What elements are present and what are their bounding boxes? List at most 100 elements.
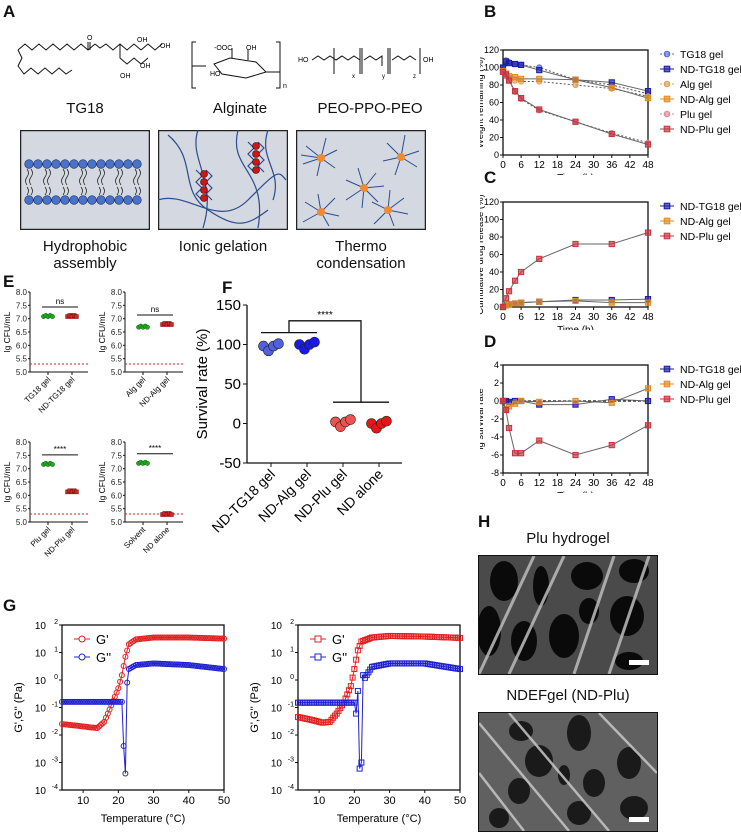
data-point bbox=[518, 268, 525, 276]
y-tick-label: -50 bbox=[219, 455, 241, 472]
x-tick-label: 6 bbox=[518, 478, 524, 489]
caption-line: Ionic gelation bbox=[178, 238, 268, 255]
sem-title-plu: Plu hydrogel bbox=[526, 530, 610, 547]
legend-label: G' bbox=[332, 632, 345, 647]
x-tick-label: 30 bbox=[588, 478, 600, 489]
data-point bbox=[644, 422, 652, 429]
y-tick-label: 10 bbox=[271, 676, 283, 687]
data-point bbox=[644, 229, 652, 236]
y-tick-label: 60 bbox=[489, 98, 499, 108]
y-tick-label: 5.0 bbox=[111, 368, 123, 377]
legend-label: TG18 gel bbox=[680, 49, 723, 61]
structure-label-alginate: Alginate bbox=[212, 100, 268, 117]
x-axis-label: Time (h) bbox=[557, 173, 594, 175]
x-tick-label: 30 bbox=[588, 160, 600, 171]
legend-label: ND-Plu gel bbox=[680, 231, 731, 243]
legend-label: ND-Alg gel bbox=[680, 216, 731, 228]
legend-label: ND-TG18 gel bbox=[680, 64, 741, 76]
y-tick-label: 0 bbox=[494, 150, 499, 160]
y-tick-exponent: -1 bbox=[288, 702, 294, 709]
x-tick-label: 42 bbox=[624, 478, 636, 489]
legend-label: ND-Alg gel bbox=[680, 379, 731, 391]
x-tick-label: 20 bbox=[348, 795, 360, 807]
y-tick-label: 0 bbox=[494, 396, 499, 406]
legend-marker bbox=[663, 95, 671, 103]
data-point bbox=[499, 397, 507, 405]
chem-y-label: y bbox=[382, 74, 385, 80]
data-point bbox=[49, 461, 55, 467]
x-tick-label: 18 bbox=[552, 478, 564, 489]
series-nd-plu-gel bbox=[499, 68, 652, 148]
x-tick-label: 40 bbox=[419, 795, 431, 807]
series-alg-gel bbox=[499, 68, 652, 100]
series-nd-plu-gel bbox=[499, 229, 652, 311]
chart-weight-remaining: 0 6 12 18 24 30 36 42 48 0 20 40 60 80 100 120 Time (h) W… bbox=[480, 45, 741, 175]
chart-rheology-plu: 10 20 30 40 50 10 -4 10 -3 10 -2 10 -1 10 0 10 1 10 2 Tempe… bbox=[13, 619, 230, 825]
chem-ho-label: HO bbox=[210, 71, 221, 78]
x-tick-label: 24 bbox=[570, 312, 582, 323]
data-point bbox=[273, 338, 284, 350]
y-tick-label: 7.5 bbox=[111, 301, 123, 310]
legend-label: ND-Plu gel bbox=[680, 124, 731, 136]
y-tick-label: 10 bbox=[271, 621, 283, 632]
data-point bbox=[511, 74, 519, 81]
y-tick-label: 10 bbox=[35, 731, 47, 742]
legend-label: G'' bbox=[96, 650, 111, 665]
y-axis-label: lg survival rate bbox=[480, 388, 486, 449]
y-tick-label: 5.5 bbox=[111, 355, 123, 364]
series-g-double-prime bbox=[295, 660, 463, 772]
data-point bbox=[511, 400, 519, 407]
data-point bbox=[644, 141, 652, 148]
x-tick-label: 12 bbox=[534, 312, 546, 323]
x-tick-label: 30 bbox=[383, 795, 395, 807]
chem-coo-label: -OOC bbox=[214, 45, 232, 52]
legend-label: G' bbox=[96, 632, 109, 647]
y-tick-label: 7.0 bbox=[16, 465, 28, 474]
data-point bbox=[608, 84, 615, 91]
y-tick-label: 8.0 bbox=[111, 438, 123, 447]
scale-bar bbox=[629, 817, 649, 822]
chem-oh-label: OH bbox=[246, 45, 257, 52]
y-tick-label: 20 bbox=[489, 285, 499, 295]
x-tick-label: 30 bbox=[588, 312, 600, 323]
legend-marker bbox=[663, 50, 671, 58]
y-tick-label: 10 bbox=[35, 676, 47, 687]
significance-label: ns bbox=[151, 305, 159, 314]
x-tick-label: 30 bbox=[147, 795, 159, 807]
y-tick-label: 6.5 bbox=[16, 478, 28, 487]
peo-ppo-peo-structure bbox=[311, 48, 421, 74]
y-tick-exponent: 1 bbox=[290, 647, 294, 654]
legend-label: Alg gel bbox=[680, 79, 712, 91]
legend-marker bbox=[663, 65, 671, 73]
data-point bbox=[536, 106, 543, 113]
y-axis-label: Cumulative drug release (%) bbox=[480, 195, 486, 315]
y-tick-label: 150 bbox=[216, 300, 241, 314]
y-tick-label: 20 bbox=[489, 133, 499, 143]
y-tick-label: 80 bbox=[489, 232, 499, 242]
y-tick-label: 10 bbox=[271, 704, 283, 715]
data-point bbox=[505, 288, 513, 295]
y-tick-label: 5.0 bbox=[16, 518, 28, 527]
data-point bbox=[644, 385, 652, 392]
data-point bbox=[608, 299, 615, 306]
y-tick-label: 10 bbox=[35, 704, 47, 715]
legend-marker bbox=[663, 110, 671, 118]
x-tick-label: 20 bbox=[112, 795, 124, 807]
sem-image-plu-hydrogel bbox=[478, 555, 658, 675]
data-point bbox=[499, 303, 507, 311]
y-tick-label: 100 bbox=[484, 63, 499, 73]
x-tick-label: 0 bbox=[500, 312, 506, 323]
chem-oh-label: OH bbox=[137, 37, 148, 44]
panel-label-a: A bbox=[3, 2, 16, 21]
chem-o-label: O bbox=[87, 35, 93, 42]
data-point bbox=[511, 450, 519, 457]
plot-frame bbox=[61, 624, 225, 791]
x-tick-label: 6 bbox=[518, 160, 524, 171]
data-point bbox=[572, 451, 579, 459]
y-tick-label: 0 bbox=[233, 416, 241, 433]
data-point bbox=[309, 336, 320, 348]
legend-label: ND-TG18 gel bbox=[680, 364, 741, 376]
panel-label-h: H bbox=[478, 512, 491, 531]
